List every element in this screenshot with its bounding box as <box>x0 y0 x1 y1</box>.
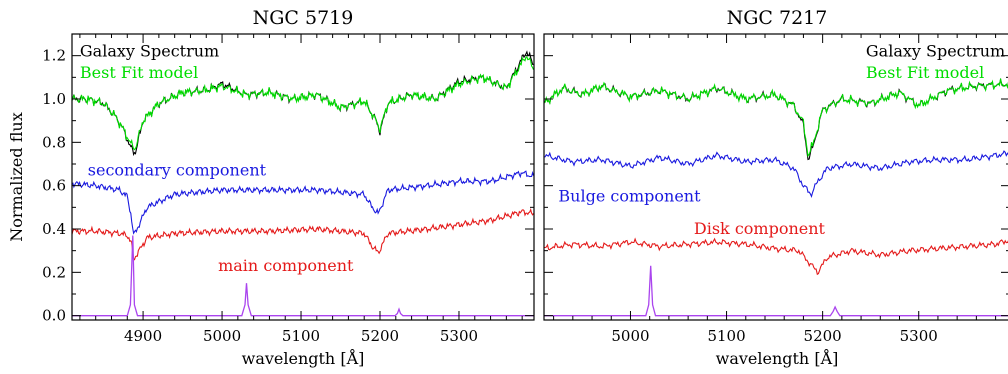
y-tick-label: 0.2 <box>42 263 66 281</box>
series-emission-lines <box>544 265 1008 317</box>
plot-frame <box>71 33 535 321</box>
panel-title: NGC 5719 <box>253 7 354 29</box>
x-tick-label: 5200 <box>361 327 399 345</box>
annotation-secondary-component: secondary component <box>88 161 267 180</box>
annotation-best-fit-model: Best Fit model <box>866 63 984 82</box>
plot-frame <box>543 33 1008 321</box>
x-tick-label: 5100 <box>707 327 745 345</box>
annotation-disk-component: Disk component <box>694 219 826 238</box>
panel-1: 4900 5000 5100 5200 5300 0.0 0.2 0.4 0.6 0.8 1.0 1.… <box>7 7 535 368</box>
x-tick-label: 5100 <box>282 327 320 345</box>
series-galaxy-spectrum <box>544 77 1008 161</box>
x-axis-label: wavelength [Å] <box>716 348 839 368</box>
annotation-best-fit-model: Best Fit model <box>80 63 198 82</box>
x-tick-label: 5000 <box>203 327 241 345</box>
y-tick-label: 1.0 <box>42 90 66 108</box>
series-bulge-component <box>544 150 1008 198</box>
series-emission-lines <box>72 235 534 317</box>
y-tick-label: 0.6 <box>42 177 66 195</box>
x-axis-label: wavelength [Å] <box>242 348 365 368</box>
x-tick-label: 5200 <box>804 327 842 345</box>
x-tick-label: 5000 <box>611 327 649 345</box>
series-group <box>72 50 534 317</box>
y-tick-label: 0.4 <box>42 220 66 238</box>
y-tick-label: 0.8 <box>42 133 66 151</box>
y-axis-label: Normalized flux <box>7 112 26 241</box>
panel-title: NGC 7217 <box>727 7 828 29</box>
x-tick-label: 4900 <box>124 327 162 345</box>
annotation-bulge-component: Bulge component <box>558 187 701 206</box>
series-best-fit-model <box>72 56 534 151</box>
series-group <box>544 77 1008 317</box>
series-best-fit-model <box>544 78 1008 158</box>
series-secondary-component <box>72 170 534 235</box>
annotation-main-component: main component <box>218 256 354 275</box>
series-main-component <box>72 207 534 261</box>
annotation-galaxy-spectrum: Galaxy Spectrum <box>80 41 219 60</box>
annotation-galaxy-spectrum: Galaxy Spectrum <box>866 41 1005 60</box>
y-tick-label: 1.2 <box>42 47 66 65</box>
series-disk-component <box>544 237 1008 276</box>
x-tick-label: 5300 <box>900 327 938 345</box>
x-tick-label: 5300 <box>440 327 478 345</box>
y-tick-label: 0.0 <box>42 307 66 325</box>
panel-2: 5000 5100 5200 5300 NGC 7217 wavelength [Å] Ga… <box>543 7 1008 368</box>
